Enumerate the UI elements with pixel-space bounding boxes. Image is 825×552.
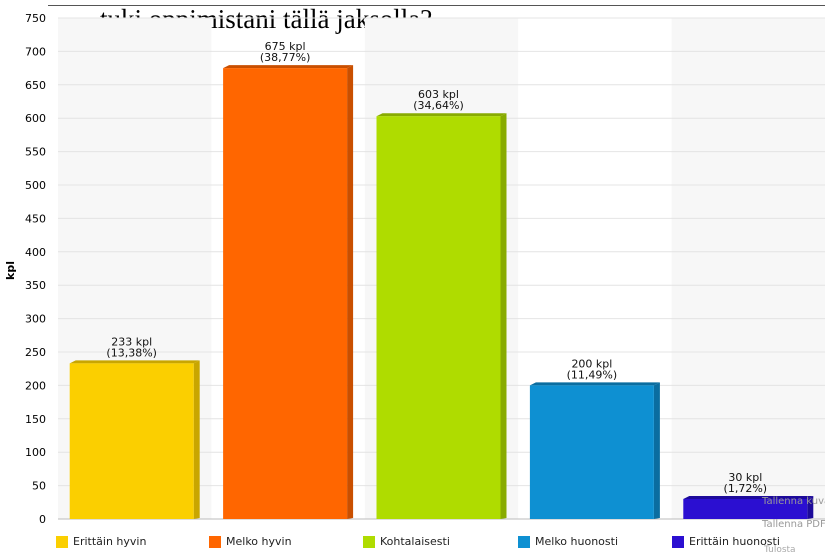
bar-side <box>500 113 507 520</box>
y-tick-label: 700 <box>25 45 46 58</box>
bar-3 <box>376 113 507 520</box>
data-label-count: 233 kpl <box>111 335 152 348</box>
y-tick-label: 0 <box>39 513 46 526</box>
bar-front <box>376 116 501 520</box>
legend-swatch <box>672 535 684 548</box>
y-tick-label: 100 <box>25 446 46 459</box>
y-tick-label: 50 <box>32 480 46 493</box>
data-label-count: 675 kpl <box>265 40 306 53</box>
bar-top <box>69 360 200 364</box>
legend-swatch <box>518 535 530 548</box>
legend-item[interactable]: Erittäin hyvin <box>56 535 146 548</box>
bar-side <box>807 495 814 519</box>
data-label-count: 603 kpl <box>418 88 459 101</box>
legend-label: Melko huonosti <box>535 535 618 548</box>
y-tick-label: 200 <box>25 379 46 392</box>
legend-label: Erittäin hyvin <box>73 535 147 548</box>
top-rule <box>48 5 825 6</box>
data-label-percent: (13,38%) <box>106 346 157 359</box>
bar-front <box>529 385 654 519</box>
data-label-percent: (38,77%) <box>260 51 311 64</box>
bar-top <box>223 65 354 69</box>
legend-label: Melko hyvin <box>226 535 292 548</box>
legend-item[interactable]: Melko huonosti <box>518 535 618 548</box>
legend-label: Kohtalaisesti <box>380 535 450 548</box>
y-tick-label: 650 <box>25 79 46 92</box>
data-label-percent: (34,64%) <box>413 99 464 112</box>
y-tick-label: 550 <box>25 146 46 159</box>
legend-item[interactable]: Melko hyvin <box>209 535 292 548</box>
legend-label: Erittäin huonosti <box>689 535 780 548</box>
bar-4 <box>529 382 660 519</box>
chart-legend: Erittäin hyvin Melko hyvin Kohtalaisesti Me… <box>0 535 825 552</box>
plot-band <box>671 18 825 519</box>
bar-front <box>223 68 348 519</box>
bar-side <box>193 360 200 519</box>
legend-swatch <box>209 535 221 548</box>
y-tick-label: 300 <box>25 313 46 326</box>
save-image-link[interactable]: Tallenna kuva <box>762 496 825 507</box>
bar-front <box>69 363 194 519</box>
data-label-percent: (11,49%) <box>567 368 618 381</box>
bar-front <box>683 498 808 519</box>
y-tick-label: 450 <box>25 212 46 225</box>
data-label-percent: (1,72%) <box>724 482 768 495</box>
y-tick-label: 750 <box>25 12 46 25</box>
legend-item[interactable]: Kohtalaisesti <box>363 535 450 548</box>
bar-2 <box>223 65 354 519</box>
save-pdf-link[interactable]: Tallenna PDF <box>762 519 825 530</box>
y-tick-label: 400 <box>25 246 46 259</box>
bar-top <box>376 113 507 117</box>
y-tick-label: 600 <box>25 112 46 125</box>
bar-top <box>529 382 660 386</box>
bar-side <box>653 382 660 519</box>
legend-item[interactable]: Erittäin huonosti <box>672 535 780 548</box>
y-tick-label: 500 <box>25 179 46 192</box>
bar-side <box>347 65 354 519</box>
y-tick-label: 150 <box>25 413 46 426</box>
legend-swatch <box>363 535 375 548</box>
y-axis-label: kpl <box>4 261 17 280</box>
bar-1 <box>69 360 200 519</box>
bar-top <box>683 495 814 499</box>
data-label-count: 30 kpl <box>728 471 762 484</box>
y-tick-label: 250 <box>25 346 46 359</box>
print-link[interactable]: Tulosta <box>764 545 796 552</box>
legend-swatch <box>56 535 68 548</box>
data-label-count: 200 kpl <box>571 357 612 370</box>
bar-5 <box>683 495 814 519</box>
y-tick-label: 350 <box>25 279 46 292</box>
